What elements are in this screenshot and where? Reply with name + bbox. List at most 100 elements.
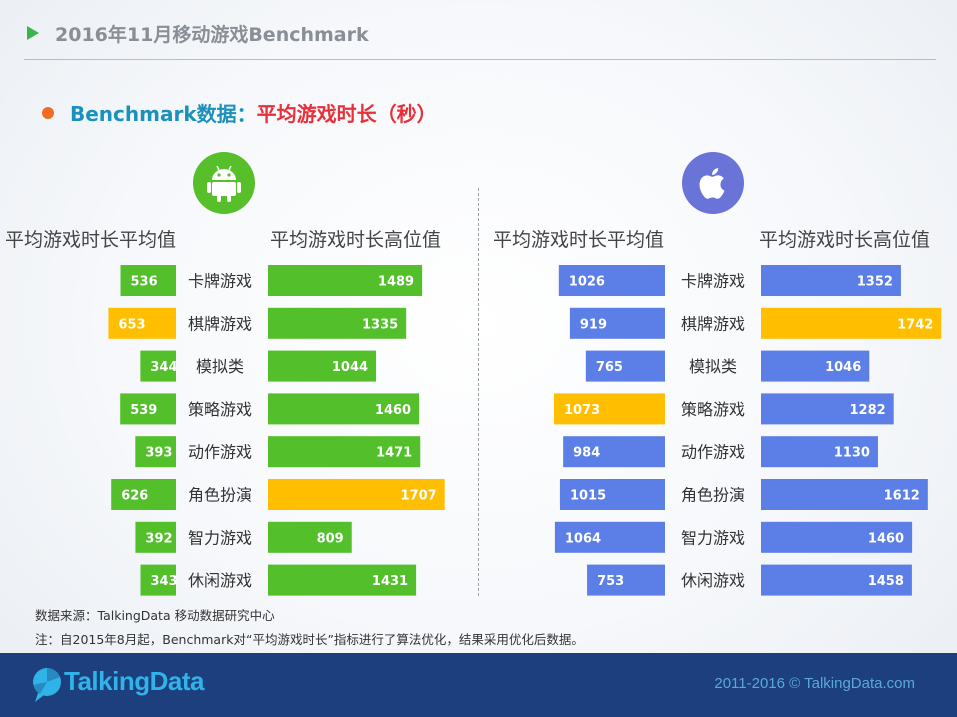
bar-value-label: 809 [317, 531, 344, 546]
bar-ios-right-1 [761, 307, 942, 339]
play-triangle-icon [27, 26, 39, 40]
bar-ios-right-2 [761, 350, 870, 382]
platform-divider [478, 188, 479, 596]
category-label: 角色扮演 [188, 486, 252, 505]
bar-value-label: 1742 [897, 317, 933, 332]
subtitle: Benchmark数据：平均游戏时长（秒） [42, 98, 437, 127]
bar-value-label: 1471 [376, 446, 412, 461]
bar-value-label: 919 [580, 317, 607, 332]
bar-ios-right-5 [761, 479, 928, 510]
bar-value-label: 1335 [362, 317, 398, 332]
category-label: 智力游戏 [681, 528, 745, 547]
bar-value-label: 1282 [849, 403, 885, 418]
bar-android-right-4 [268, 436, 421, 468]
android-high-header: 平均游戏时长高位值 [270, 229, 442, 251]
bar-android-left-7 [140, 564, 176, 596]
bar-value-label: 1707 [400, 489, 436, 504]
bar-android-right-1 [268, 307, 407, 339]
bar-android-left-3 [120, 393, 176, 425]
page-title: 2016年11月移动游戏Benchmark [55, 24, 369, 46]
bar-value-label: 344 [150, 360, 177, 375]
category-label: 智力游戏 [188, 528, 252, 547]
bar-value-label: 1015 [570, 489, 606, 504]
category-label: 卡牌游戏 [681, 272, 745, 291]
source-note: 数据来源：TalkingData 移动数据研究中心 [35, 608, 275, 623]
bar-value-label: 653 [118, 317, 145, 332]
bar-value-label: 1026 [569, 275, 605, 290]
bar-ios-right-3 [761, 393, 894, 425]
bar-value-label: 1130 [834, 446, 870, 461]
bar-value-label: 1460 [375, 403, 411, 418]
bar-value-label: 765 [596, 360, 623, 375]
methodology-note: 注：自2015年8月起，Benchmark对“平均游戏时长”指标进行了算法优化，… [35, 632, 584, 647]
category-label: 动作游戏 [681, 443, 745, 462]
footer: TalkingData 2011-2016 © TalkingData.com [0, 653, 957, 717]
bullet-dot-icon [42, 107, 54, 119]
bar-value-label: 1073 [564, 403, 600, 418]
bar-android-right-6 [268, 521, 352, 553]
ios-high-header: 平均游戏时长高位值 [759, 229, 931, 251]
category-label: 策略游戏 [188, 400, 252, 419]
header: 2016年11月移动游戏Benchmark [0, 0, 957, 60]
bar-ios-right-0 [761, 265, 901, 296]
category-label: 模拟类 [196, 357, 244, 376]
bar-value-label: 1489 [378, 275, 414, 290]
subtitle-metric: 平均游戏时长（秒） [256, 102, 437, 126]
apple-icon [682, 152, 744, 214]
bar-value-label: 753 [597, 574, 624, 589]
category-label: 棋牌游戏 [681, 314, 745, 333]
category-label: 策略游戏 [681, 400, 745, 419]
bar-android-right-2 [268, 350, 377, 382]
bar-value-label: 1612 [884, 489, 920, 504]
bar-value-label: 392 [145, 531, 172, 546]
bar-value-label: 1458 [868, 574, 904, 589]
bar-value-label: 539 [130, 403, 157, 418]
talkingdata-logo-icon [33, 668, 61, 702]
category-label: 角色扮演 [681, 486, 745, 505]
notes: 数据来源：TalkingData 移动数据研究中心 注：自2015年8月起，Be… [35, 604, 584, 652]
bar-value-label: 1044 [332, 360, 368, 375]
category-label: 休闲游戏 [188, 571, 252, 590]
bar-android-left-0 [120, 265, 176, 296]
bar-android-right-0 [268, 265, 423, 296]
header-divider [24, 59, 936, 60]
bar-value-label: 536 [131, 275, 158, 290]
bar-ios-left-6 [554, 521, 665, 553]
bar-value-label: 343 [150, 574, 177, 589]
bar-ios-left-7 [587, 564, 665, 596]
android-icon [193, 152, 255, 214]
subtitle-prefix: Benchmark数据： [70, 102, 257, 126]
bar-ios-left-3 [553, 393, 665, 425]
bar-ios-left-1 [569, 307, 665, 339]
bar-android-right-5 [268, 479, 445, 510]
bar-android-left-6 [135, 521, 176, 553]
bar-ios-right-4 [761, 436, 878, 468]
category-label: 休闲游戏 [681, 571, 745, 590]
bar-android-right-7 [268, 564, 417, 596]
bar-value-label: 1352 [857, 275, 893, 290]
bar-android-right-3 [268, 393, 420, 425]
brand-name: TalkingData [64, 666, 204, 696]
bar-value-label: 1064 [565, 531, 601, 546]
bar-ios-left-0 [558, 265, 665, 296]
bar-ios-left-4 [563, 436, 665, 468]
bar-android-left-5 [111, 479, 176, 510]
bar-ios-left-2 [585, 350, 665, 382]
bar-ios-left-5 [559, 479, 665, 510]
bar-value-label: 393 [145, 446, 172, 461]
category-label: 动作游戏 [188, 443, 252, 462]
category-label: 棋牌游戏 [188, 314, 252, 333]
bar-value-label: 984 [573, 446, 600, 461]
bar-ios-right-7 [761, 564, 912, 596]
bar-value-label: 1046 [825, 360, 861, 375]
bar-android-left-2 [140, 350, 176, 382]
bar-ios-right-6 [761, 521, 913, 553]
bar-android-left-4 [135, 436, 176, 468]
ios-avg-header: 平均游戏时长平均值 [493, 229, 665, 251]
bar-android-left-1 [108, 307, 176, 339]
bar-value-label: 626 [121, 489, 148, 504]
category-label: 模拟类 [689, 357, 737, 376]
copyright: 2011-2016 © TalkingData.com [714, 675, 915, 692]
android-avg-header: 平均游戏时长平均值 [5, 229, 177, 251]
category-label: 卡牌游戏 [188, 272, 252, 291]
